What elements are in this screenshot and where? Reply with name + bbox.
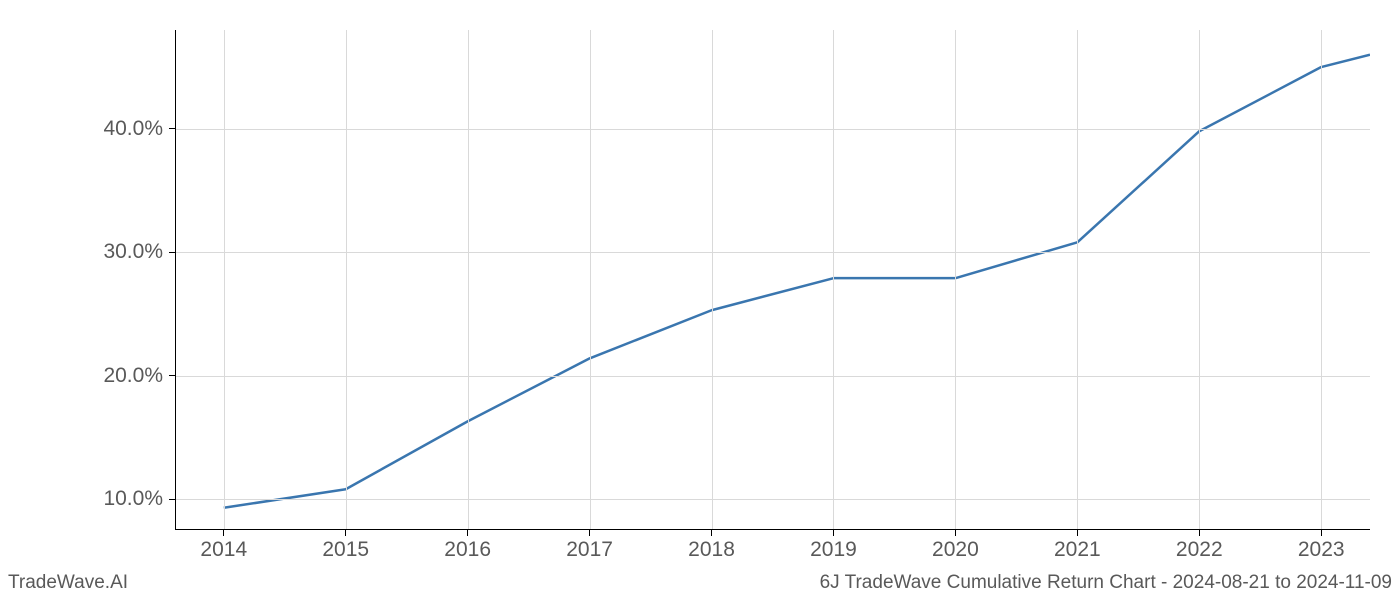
- y-tick-label: 10.0%: [103, 487, 163, 511]
- x-tick-mark: [589, 530, 590, 536]
- series-line: [224, 55, 1370, 508]
- grid-line-horizontal: [175, 376, 1370, 377]
- x-tick-label: 2018: [688, 538, 735, 562]
- x-axis-spine: [175, 529, 1370, 530]
- y-tick-label: 20.0%: [103, 364, 163, 388]
- grid-line-vertical: [833, 30, 834, 530]
- x-tick-mark: [1077, 530, 1078, 536]
- footer-right-text: 6J TradeWave Cumulative Return Chart - 2…: [820, 572, 1392, 594]
- x-tick-label: 2016: [444, 538, 491, 562]
- x-tick-label: 2020: [932, 538, 979, 562]
- y-tick-mark: [169, 499, 175, 500]
- x-tick-label: 2021: [1054, 538, 1101, 562]
- grid-line-vertical: [712, 30, 713, 530]
- x-tick-label: 2017: [566, 538, 613, 562]
- footer-left-text: TradeWave.AI: [8, 572, 128, 594]
- y-tick-mark: [169, 128, 175, 129]
- x-tick-mark: [833, 530, 834, 536]
- y-tick-mark: [169, 375, 175, 376]
- x-tick-mark: [955, 530, 956, 536]
- x-tick-label: 2019: [810, 538, 857, 562]
- x-tick-label: 2014: [200, 538, 247, 562]
- x-tick-mark: [467, 530, 468, 536]
- x-tick-mark: [711, 530, 712, 536]
- grid-line-vertical: [1199, 30, 1200, 530]
- grid-line-vertical: [955, 30, 956, 530]
- plot-area: [175, 30, 1370, 530]
- x-tick-label: 2022: [1176, 538, 1223, 562]
- grid-line-vertical: [224, 30, 225, 530]
- grid-line-vertical: [1077, 30, 1078, 530]
- x-tick-mark: [1199, 530, 1200, 536]
- y-tick-label: 30.0%: [103, 240, 163, 264]
- grid-line-vertical: [590, 30, 591, 530]
- grid-line-vertical: [346, 30, 347, 530]
- y-tick-mark: [169, 252, 175, 253]
- grid-line-vertical: [468, 30, 469, 530]
- grid-line-vertical: [1321, 30, 1322, 530]
- y-axis-spine: [175, 30, 176, 530]
- grid-line-horizontal: [175, 499, 1370, 500]
- grid-line-horizontal: [175, 129, 1370, 130]
- x-tick-mark: [345, 530, 346, 536]
- line-chart-svg: [175, 30, 1370, 530]
- x-tick-mark: [223, 530, 224, 536]
- x-tick-label: 2023: [1298, 538, 1345, 562]
- x-tick-label: 2015: [322, 538, 369, 562]
- chart-container: TradeWave.AI 6J TradeWave Cumulative Ret…: [0, 0, 1400, 600]
- x-tick-mark: [1321, 530, 1322, 536]
- grid-line-horizontal: [175, 252, 1370, 253]
- y-tick-label: 40.0%: [103, 117, 163, 141]
